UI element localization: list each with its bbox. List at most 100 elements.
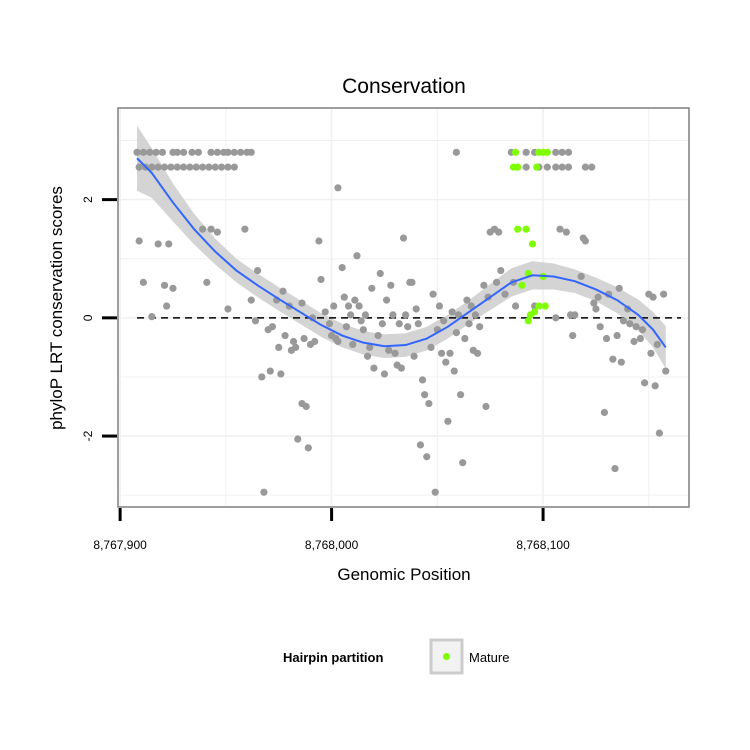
- y-tick-label: -2: [81, 430, 95, 441]
- data-point: [452, 329, 460, 337]
- data-point: [380, 370, 389, 378]
- data-point: [662, 367, 670, 375]
- data-point: [636, 334, 644, 343]
- data-point: [418, 376, 427, 384]
- mature-point: [518, 281, 526, 289]
- data-point: [522, 163, 530, 171]
- data-point: [359, 326, 367, 334]
- mature-point: [543, 148, 551, 156]
- data-point: [564, 163, 573, 171]
- data-point: [425, 399, 433, 408]
- data-point: [492, 278, 501, 286]
- data-point: [452, 148, 460, 156]
- data-point: [440, 317, 448, 325]
- legend: Hairpin partition Mature: [283, 638, 509, 675]
- data-point: [501, 290, 509, 298]
- data-point: [139, 148, 147, 156]
- data-point: [454, 311, 463, 319]
- legend-label-mature: Mature: [469, 650, 509, 665]
- mature-point: [522, 225, 530, 233]
- data-point: [279, 287, 287, 295]
- mature-point: [531, 308, 539, 316]
- data-point: [135, 237, 143, 245]
- data-point: [260, 488, 268, 496]
- data-point: [569, 331, 577, 340]
- data-point: [230, 163, 238, 171]
- data-point: [281, 331, 289, 340]
- data-point: [402, 311, 410, 319]
- data-point: [391, 349, 399, 357]
- data-point: [192, 163, 200, 171]
- data-point: [148, 313, 156, 321]
- chart-title: Conservation: [342, 75, 466, 98]
- data-point: [167, 163, 175, 171]
- data-point: [611, 464, 619, 473]
- mature-point: [514, 225, 522, 233]
- data-point: [258, 373, 266, 381]
- data-point: [459, 459, 467, 467]
- data-point: [315, 237, 323, 245]
- data-point: [251, 317, 260, 325]
- data-point: [298, 299, 306, 307]
- smooth-fit-line: [136, 157, 667, 348]
- mature-point: [524, 317, 532, 325]
- data-point: [152, 148, 160, 156]
- mature-point: [533, 163, 541, 171]
- data-point: [552, 163, 560, 171]
- data-point: [353, 252, 361, 260]
- y-axis-title: phyloP LRT conservation scores: [47, 186, 66, 430]
- data-point: [617, 358, 625, 366]
- data-point: [366, 343, 374, 351]
- data-point: [495, 228, 503, 236]
- data-point: [471, 311, 480, 319]
- data-point: [194, 148, 202, 156]
- data-point: [480, 281, 488, 289]
- data-point: [376, 269, 384, 278]
- data-point: [224, 163, 232, 171]
- data-point: [412, 305, 420, 313]
- data-point: [160, 281, 169, 289]
- data-point: [382, 296, 391, 304]
- data-point: [173, 148, 181, 156]
- data-point: [626, 320, 634, 328]
- data-point: [640, 379, 649, 387]
- data-point: [429, 290, 437, 298]
- data-point: [655, 429, 663, 437]
- data-point: [294, 435, 302, 443]
- data-point: [268, 323, 276, 331]
- data-point: [552, 314, 560, 322]
- data-point: [442, 358, 450, 366]
- data-point: [347, 311, 355, 319]
- data-point: [230, 148, 238, 156]
- data-point: [446, 349, 454, 357]
- data-point: [395, 320, 403, 328]
- data-point: [602, 334, 611, 343]
- data-point: [198, 225, 207, 233]
- legend-title: Hairpin partition: [283, 650, 383, 665]
- data-point: [165, 240, 173, 248]
- x-tick-label: 8,768,100: [516, 538, 570, 552]
- data-point: [253, 266, 262, 275]
- y-tick-label: 2: [81, 196, 95, 203]
- data-point: [397, 364, 405, 372]
- y-axis-ticks: -2 0 2: [81, 196, 117, 441]
- data-point: [461, 334, 469, 343]
- data-point: [207, 148, 215, 156]
- data-point: [241, 225, 249, 233]
- data-point: [414, 320, 422, 328]
- data-point: [304, 444, 312, 452]
- data-point: [465, 320, 473, 328]
- data-point: [363, 352, 372, 360]
- data-point: [133, 148, 141, 156]
- data-point: [564, 148, 573, 156]
- data-points: [133, 148, 670, 496]
- data-point: [416, 441, 425, 449]
- data-point: [237, 148, 245, 156]
- data-point: [467, 302, 475, 310]
- data-point: [351, 296, 359, 304]
- data-point: [562, 228, 570, 236]
- data-point: [577, 272, 585, 281]
- data-point: [334, 337, 342, 346]
- data-point: [421, 391, 429, 399]
